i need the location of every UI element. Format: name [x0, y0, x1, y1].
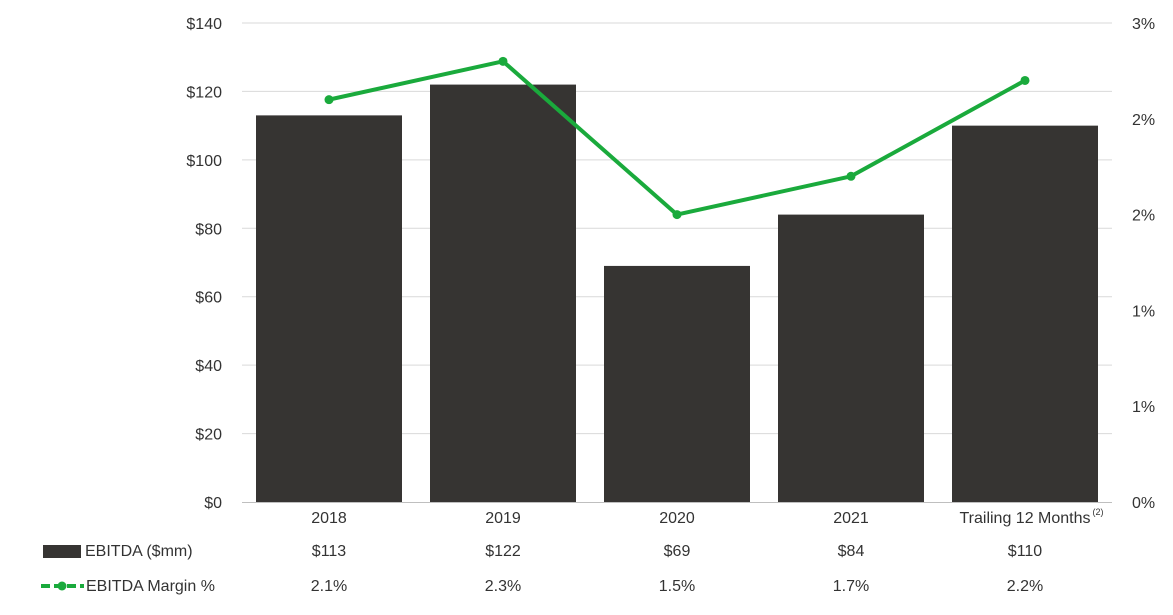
legend-line-swatch	[41, 581, 84, 591]
right-tick-label: 2%	[1132, 208, 1155, 225]
margin-value-row: 2.1% 2.3% 1.5% 1.7% 2.2%	[311, 578, 1043, 595]
x-tick-label: Trailing 12 Months	[959, 510, 1090, 527]
ebitda-bar	[952, 125, 1098, 503]
ebitda-bars	[256, 84, 1098, 503]
ebitda-value-label: $113	[312, 543, 347, 560]
margin-point	[498, 56, 508, 66]
right-tick-label: 2%	[1132, 112, 1155, 129]
left-tick-label: $120	[186, 84, 222, 101]
ebitda-bar	[430, 84, 576, 502]
ebitda-value-label: $69	[664, 543, 691, 560]
legend-ebitda-label: EBITDA ($mm)	[85, 543, 193, 560]
left-tick-label: $40	[195, 358, 222, 375]
margin-line	[324, 56, 1030, 220]
x-tick-label: 2019	[485, 510, 521, 527]
margin-value-label: 1.7%	[833, 578, 869, 595]
ebitda-value-label: $122	[485, 543, 521, 560]
left-tick-label: $0	[204, 495, 222, 512]
ebitda-bar	[604, 265, 750, 502]
margin-point	[846, 171, 856, 181]
margin-point	[1020, 75, 1030, 85]
left-axis: $0 $20 $40 $60 $80 $100 $120 $140	[186, 16, 222, 512]
left-tick-label: $100	[186, 153, 222, 170]
legend-line-marker	[57, 581, 67, 591]
margin-value-label: 2.1%	[311, 578, 347, 595]
legend-margin-label: EBITDA Margin %	[86, 578, 215, 595]
right-tick-label: 0%	[1132, 495, 1155, 512]
ebitda-bar	[778, 214, 924, 502]
ebitda-value-label: $84	[838, 543, 865, 560]
x-tick-label: 2020	[659, 510, 695, 527]
right-tick-label: 3%	[1132, 16, 1155, 33]
right-axis: 0% 1% 1% 2% 2% 3%	[1132, 16, 1155, 512]
left-tick-label: $140	[186, 16, 222, 33]
legend-bar-swatch	[43, 545, 81, 558]
x-tick-label: 2018	[311, 510, 347, 527]
ebitda-value-label: $110	[1008, 543, 1043, 560]
left-tick-label: $60	[195, 290, 222, 307]
margin-value-label: 1.5%	[659, 578, 695, 595]
margin-point	[672, 210, 682, 220]
data-table: EBITDA ($mm) EBITDA Margin % $113 $122 $69…	[41, 543, 1043, 595]
margin-value-label: 2.3%	[485, 578, 521, 595]
ebitda-bar	[256, 115, 402, 502]
left-tick-label: $80	[195, 221, 222, 238]
margin-point	[324, 95, 334, 105]
x-tick-label: 2021	[833, 510, 869, 527]
x-axis-labels: 2018 2019 2020 2021 Trailing 12 Months (2)	[311, 507, 1103, 527]
footnote-marker: (2)	[1093, 507, 1104, 517]
margin-value-label: 2.2%	[1007, 578, 1043, 595]
left-tick-label: $20	[195, 427, 222, 444]
ebitda-value-row: $113 $122 $69 $84 $110	[312, 543, 1043, 560]
right-tick-label: 1%	[1132, 303, 1155, 320]
right-tick-label: 1%	[1132, 399, 1155, 416]
